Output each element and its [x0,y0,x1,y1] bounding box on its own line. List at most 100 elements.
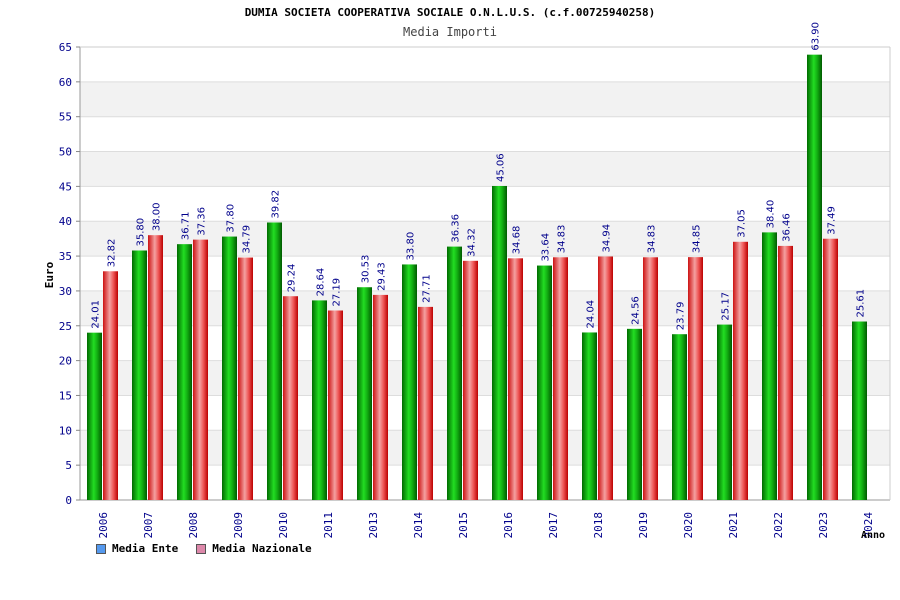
x-ticks: 2006 2007 2008 2009 2010 2011 2013 2014 2015 2016… [97,512,875,539]
bar-media-ente [672,334,687,500]
chart-subtitle: Media Importi [403,25,497,39]
bar-media-nazionale [148,235,163,500]
data-label: 23.79 [676,302,687,331]
bar-media-ente [447,246,462,500]
axes [79,46,891,501]
bar-media-nazionale [283,296,298,500]
x-tick-label: 2018 [592,512,605,539]
data-label: 37.49 [827,206,838,235]
grid-band [80,151,890,187]
bar-media-ente [312,300,327,500]
bar-media-ente [762,232,777,501]
data-label: 34.94 [602,224,613,253]
bar-media-ente [267,222,282,500]
y-tick-label: 55 [59,111,72,124]
x-tick-label: 2010 [277,512,290,539]
bar-media-ente [852,321,867,500]
x-tick-label: 2014 [412,512,425,539]
data-label: 34.68 [512,226,523,255]
data-label: 24.01 [91,300,102,329]
data-label: 37.36 [197,207,208,236]
data-label: 27.19 [332,278,343,307]
x-tick-label: 2006 [97,512,110,539]
bar-media-ente [582,332,597,500]
x-tick-label: 2016 [502,512,515,539]
legend-label-media-nazionale: Media Nazionale [212,542,312,555]
x-tick-label: 2017 [547,512,560,539]
bar-media-ente [492,185,507,500]
chart-title: DUMIA SOCIETA COOPERATIVA SOCIALE O.N.L.… [244,6,656,19]
data-label: 36.36 [451,214,462,243]
y-axis-label: Euro [43,261,56,288]
x-tick-label: 2007 [142,512,155,539]
y-tick-label: 30 [59,285,72,298]
bar-media-ente [132,250,147,500]
bar-media-nazionale [823,238,838,500]
x-axis-label: Anno [861,530,885,541]
data-label: 34.83 [647,225,658,254]
data-label: 29.43 [377,262,388,291]
legend: Media Ente Media Nazionale [96,542,312,555]
y-tick-label: 20 [59,355,72,368]
y-tick-label: 25 [59,320,72,333]
bar-media-nazionale [463,260,478,500]
bar-media-ente [87,332,102,500]
x-tick-label: 2015 [457,512,470,539]
y-tick-label: 65 [59,41,72,54]
y-tick-label: 50 [59,146,72,159]
y-tick-label: 15 [59,389,72,402]
data-label: 39.82 [271,190,282,219]
bar-media-nazionale [508,258,523,500]
bar-media-ente [402,264,417,500]
x-tick-label: 2019 [637,512,650,539]
bar-media-nazionale [328,310,343,500]
data-label: 34.83 [557,225,568,254]
data-label: 27.71 [422,274,433,303]
bar-media-nazionale [418,306,433,500]
y-tick-label: 45 [59,180,72,193]
x-tick-label: 2023 [817,512,830,539]
bars: 24.01 32.82 35.80 38.00 36.71 37.36 37.80 34.79… [87,22,867,501]
data-label: 24.56 [631,296,642,325]
y-tick-label: 0 [65,494,72,507]
data-label: 28.64 [316,268,327,297]
x-tick-label: 2013 [367,512,380,539]
data-label: 29.24 [287,264,298,293]
y-tick-label: 40 [59,215,72,228]
data-label: 38.40 [766,200,777,229]
data-label: 45.06 [496,153,507,182]
bar-media-nazionale [103,271,118,500]
grid-bands [80,81,890,466]
data-label: 30.53 [361,255,372,284]
data-label: 25.61 [856,289,867,318]
bar-media-nazionale [598,256,613,500]
data-label: 33.80 [406,232,417,261]
y-tick-label: 60 [59,76,72,89]
legend-item-media-ente: Media Ente [96,542,178,555]
bar-media-ente [222,236,237,500]
y-tick-label: 35 [59,250,72,263]
data-label: 34.85 [692,224,703,253]
data-label: 36.71 [181,212,192,241]
data-label: 35.80 [136,218,147,247]
bar-media-ente [627,328,642,500]
bar-media-nazionale [733,241,748,501]
grid-band [80,360,890,396]
x-tick-label: 2024 [862,512,875,539]
data-label: 34.79 [242,225,253,254]
x-tick-label: 2020 [682,512,695,539]
grid-band [80,290,890,326]
x-tick-label: 2008 [187,512,200,539]
data-label: 34.32 [467,228,478,257]
data-label: 32.82 [107,239,118,268]
data-label: 63.90 [811,22,822,51]
x-tick-label: 2022 [772,512,785,539]
data-label: 33.64 [541,233,552,262]
legend-swatch-media-ente [96,543,106,554]
y-tick-label: 5 [65,459,72,472]
bar-media-nazionale [688,257,703,500]
x-tick-label: 2021 [727,512,740,539]
bar-media-nazionale [778,245,793,500]
grid-band [80,430,890,466]
